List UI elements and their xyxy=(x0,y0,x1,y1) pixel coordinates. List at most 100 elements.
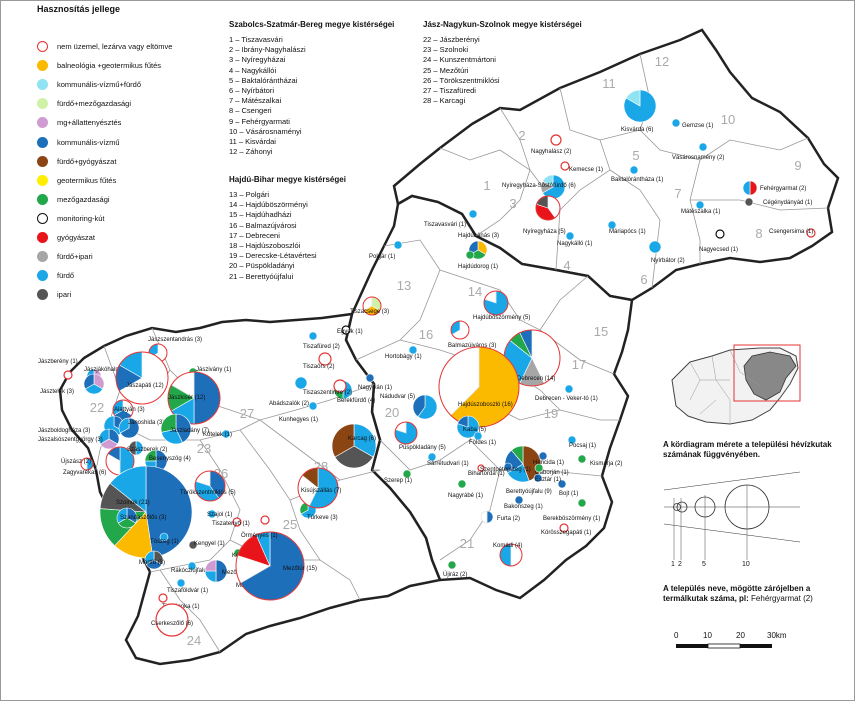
pie-slice xyxy=(468,209,478,219)
pie-slice xyxy=(331,423,355,458)
pie-slice xyxy=(63,370,73,380)
county-list-szabolcs: Szabolcs-Szatmár-Bereg megye kistérségei… xyxy=(229,20,394,157)
pie-slice xyxy=(695,200,705,210)
town-pie-chart xyxy=(742,180,758,196)
pie-slice xyxy=(333,379,347,393)
pie-outline xyxy=(115,351,169,405)
pie-slice xyxy=(550,134,562,146)
place-label: Nyíregyháza-Sóstófürdő (6) xyxy=(502,183,576,189)
pie-slice xyxy=(207,509,217,519)
place-label: Kengyel (1) xyxy=(194,541,225,547)
town-pie-chart xyxy=(394,421,418,445)
town-pie-chart xyxy=(297,467,339,509)
place-label: Nádudvar (5) xyxy=(380,394,415,400)
legend-item-label: fürdő+gyógyászat xyxy=(57,156,117,166)
pie-slice xyxy=(188,540,198,550)
legend-item: monitoring-kút xyxy=(37,212,105,224)
place-label: Jászladány (7) xyxy=(170,428,209,434)
town-pie-chart xyxy=(167,371,221,425)
place-label: Mátészalka (1) xyxy=(681,209,720,215)
subregion-number: 24 xyxy=(187,633,201,648)
town-pie-chart xyxy=(671,118,681,128)
legend-item-label: gyógyászat xyxy=(57,233,95,242)
pie-slice xyxy=(629,165,639,175)
pie-slice xyxy=(447,560,457,570)
pie-slice xyxy=(538,451,548,461)
county-list-entry: 20 – Püspökladányi xyxy=(229,261,295,271)
town-pie-chart xyxy=(629,165,639,175)
county-list-entry: 26 – Törökszentmiklósi xyxy=(423,75,500,85)
legend-item: ipari xyxy=(37,289,71,301)
county-list-entry: 28 – Karcagi xyxy=(423,96,466,106)
town-pie-chart xyxy=(623,89,657,123)
pie-slice xyxy=(565,231,575,241)
place-label: Kisújszállás (7) xyxy=(301,488,341,494)
town-pie-chart xyxy=(503,462,513,472)
subregion-number: 8 xyxy=(755,226,762,241)
town-pie-chart xyxy=(112,399,134,421)
place-label: Jászszentandrás (3) xyxy=(148,337,202,343)
legend-item-label: fürdő xyxy=(57,271,75,281)
place-label: Fehérgyarmat (2) xyxy=(760,186,806,192)
town-pie-chart xyxy=(235,531,305,601)
pie-slice xyxy=(412,394,426,418)
town-pie-chart xyxy=(427,452,437,462)
pie-slice xyxy=(465,250,475,260)
legend-item: mg+állattenyésztés xyxy=(37,117,121,129)
place-label: Jászivány (1) xyxy=(196,367,231,373)
town-pie-chart xyxy=(473,431,483,441)
town-pie-chart xyxy=(393,240,403,250)
place-label: Hajdúdorog (1) xyxy=(458,264,498,270)
county-list-hajdu: Hajdú-Bihar megye kistérségei 13 – Polgá… xyxy=(229,175,346,282)
pie-slice xyxy=(318,352,332,366)
town-pie-chart xyxy=(115,351,169,405)
place-label: Debrecen - Veker-tó (1) xyxy=(535,396,598,402)
place-label: Körösszegapáti (1) xyxy=(541,530,591,536)
legend-item: fürdő+mezőgazdasági xyxy=(37,98,132,110)
town-pie-chart xyxy=(188,540,198,550)
legend-item-label: geotermikus fűtés xyxy=(57,175,117,185)
place-label: Jánoshida (3) xyxy=(128,420,164,426)
place-label: Szandaszőlős (3) xyxy=(120,515,166,521)
county-list-entry: 23 – Szolnoki xyxy=(423,45,469,55)
place-label: Nyírbátor (2) xyxy=(651,258,685,264)
place-label: Csengersima (1) xyxy=(769,229,813,235)
pie-slice xyxy=(533,473,543,483)
town-pie-chart xyxy=(483,290,509,316)
county-list-entry: 10 – Vásárosnaményi xyxy=(229,126,302,136)
town-pie-chart xyxy=(534,463,544,473)
town-pie-chart xyxy=(159,532,169,542)
legend-item: fürdő xyxy=(37,270,75,282)
town-pie-chart xyxy=(176,578,186,588)
subregion-number: 20 xyxy=(385,405,399,420)
place-label: Jásztelek (3) xyxy=(40,389,74,395)
place-label: Bihartorda (1) xyxy=(468,471,505,477)
place-label: Baktalórántháza (1) xyxy=(611,177,663,183)
pie-slice xyxy=(742,180,751,196)
pie-slice xyxy=(176,578,186,588)
legend-item-label: fürdő+mezőgazdasági xyxy=(57,99,132,109)
legend-item: mezőgazdasági xyxy=(37,193,110,205)
town-pie-chart xyxy=(80,457,94,471)
town-pie-chart xyxy=(533,473,543,483)
legend-item: gyógyászat xyxy=(37,232,95,243)
place-label: Hajdúböszörmény (5) xyxy=(473,315,530,321)
scale-bar xyxy=(676,643,772,649)
subregion-number: 5 xyxy=(632,148,639,163)
subregion-number: 16 xyxy=(419,327,433,342)
county-list-entry: 8 – Csengeri xyxy=(229,106,272,116)
name-note-example: Fehérgyarmat (2) xyxy=(751,594,813,603)
place-label: Máriapócs (1) xyxy=(609,229,646,235)
place-label: Újiráz (2) xyxy=(443,571,467,578)
place-label: Hajdúnánás (3) xyxy=(458,233,499,239)
subregion-number: 10 xyxy=(721,112,735,127)
legend-item-label: mezőgazdasági xyxy=(57,194,110,204)
pie-slice xyxy=(221,429,231,439)
place-label: Tiszaföldvár (1) xyxy=(167,588,208,594)
town-pie-chart xyxy=(116,507,138,529)
pie-slice xyxy=(365,373,375,383)
town-pie-chart xyxy=(559,523,569,533)
place-label: Besenyszög (4) xyxy=(149,456,191,462)
dark-grey-circle-icon xyxy=(37,289,48,301)
pie-slice xyxy=(559,523,569,533)
